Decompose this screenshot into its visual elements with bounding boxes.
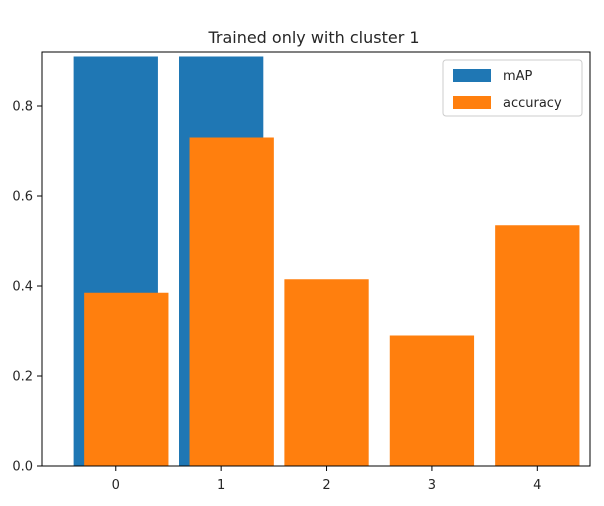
y-tick-label-2: 0.4 <box>12 280 33 295</box>
legend-label-accuracy: accuracy <box>503 96 562 111</box>
legend-swatch-mAP <box>453 69 491 82</box>
chart-title: Trained only with cluster 1 <box>207 28 419 47</box>
x-tick-label-1: 1 <box>217 478 225 493</box>
bar-accuracy-0 <box>84 292 169 466</box>
bars-layer <box>73 56 580 466</box>
legend: mAP accuracy <box>442 59 583 117</box>
y-tick-label-1: 0.2 <box>12 370 33 385</box>
y-tick-label-3: 0.6 <box>12 190 33 205</box>
legend-swatch-accuracy <box>453 96 491 109</box>
y-tick-label-4: 0.8 <box>12 100 33 115</box>
bar-accuracy-3 <box>389 335 475 466</box>
x-tick-label-0: 0 <box>112 478 120 493</box>
legend-label-mAP: mAP <box>503 69 533 84</box>
y-tick-label-0: 0.0 <box>12 460 33 475</box>
x-tick-label-4: 4 <box>533 478 541 493</box>
plot-frame <box>41 51 591 467</box>
bar-accuracy-1 <box>189 137 274 466</box>
x-tick-label-3: 3 <box>428 478 436 493</box>
x-tick-label-2: 2 <box>322 478 330 493</box>
y-axis: 0.0 0.2 0.4 0.6 0.8 <box>12 100 42 475</box>
bar-accuracy-4 <box>495 225 580 466</box>
bar-accuracy-2 <box>284 279 369 466</box>
x-axis: 0 1 2 3 4 <box>112 466 541 493</box>
